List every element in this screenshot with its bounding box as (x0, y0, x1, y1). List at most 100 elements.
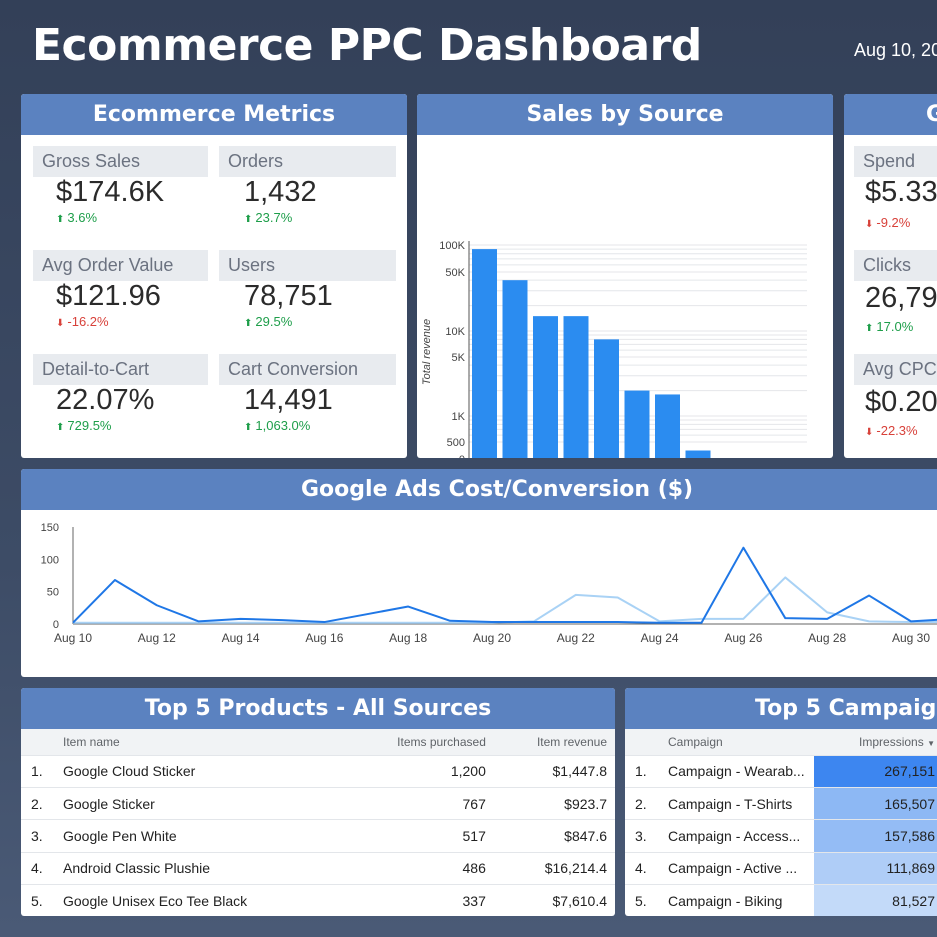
avg-cpc-delta: ⬇ -22.3% (865, 423, 918, 438)
series-line-2[interactable] (73, 576, 937, 624)
table-row[interactable]: 5. Campaign - Biking 81,527 (625, 884, 937, 916)
x-tick-label: Aug 20 (473, 631, 511, 645)
arrow-up-icon: ⬆ (56, 214, 65, 225)
arrow-up-icon: ⬆ (244, 214, 253, 225)
item-name-header[interactable]: Item name (57, 729, 345, 755)
top-campaigns-panel: Top 5 Campaigns Campaign Impressions ▼ 1… (625, 688, 937, 916)
users-value: 78,751 (244, 280, 333, 312)
item-name: Google Unisex Eco Tee Black (57, 884, 345, 916)
item-name: Android Classic Plushie (57, 851, 345, 885)
table-row[interactable]: 1. Google Cloud Sticker 1,200 $1,447.8 (21, 754, 615, 788)
items-purchased-header[interactable]: Items purchased (344, 729, 492, 755)
bar-cross-netw-[interactable] (624, 390, 650, 458)
series-line-1[interactable] (72, 546, 937, 624)
row-index: 1. (625, 754, 662, 788)
arrow-down-icon: ⬇ (865, 427, 874, 438)
bar-email[interactable] (533, 316, 558, 458)
bar-paid-search[interactable] (594, 339, 619, 458)
orders-value: 1,432 (244, 176, 317, 208)
bar-referral[interactable] (563, 316, 589, 458)
x-tick-label: Aug 26 (724, 631, 762, 645)
item-name: Google Pen White (57, 819, 345, 853)
detail-to-cart-delta: ⬆ 729.5% (56, 418, 112, 433)
item-revenue: $847.6 (491, 819, 615, 853)
y-axis-label: Total revenue (421, 319, 433, 385)
bar-direct[interactable] (472, 249, 497, 458)
x-tick-label: Aug 30 (892, 631, 930, 645)
campaign-name: Campaign - Active ... (662, 851, 814, 885)
x-tick-label: Aug 14 (222, 631, 260, 645)
spend-label: Spend (854, 146, 937, 177)
top-products-table: Item name Items purchased Item revenue 1… (21, 729, 615, 916)
y-tick-label: 150 (41, 522, 59, 534)
index-header (625, 729, 662, 755)
campaign-name: Campaign - Wearab... (662, 754, 814, 788)
ecommerce-metrics-title: Ecommerce Metrics (21, 94, 407, 135)
clicks-label: Clicks (854, 250, 937, 281)
row-index: 4. (21, 851, 57, 885)
y-tick-label: 100K (439, 240, 465, 252)
top-products-panel: Top 5 Products - All Sources Item name I… (21, 688, 615, 916)
cart-conversion-delta: ⬆ 1,063.0% (244, 418, 311, 433)
cart-conversion-label: Cart Conversion (219, 354, 396, 385)
gross-sales-delta: ⬆ 3.6% (56, 210, 98, 225)
table-row[interactable]: 5. Google Unisex Eco Tee Black 337 $7,610.4 (21, 884, 615, 916)
impressions-value: 81,527 (814, 884, 937, 916)
row-index: 2. (625, 786, 662, 820)
table-row[interactable]: 3. Campaign - Access... 157,586 (625, 819, 937, 853)
impressions-header[interactable]: Impressions ▼ (814, 729, 937, 755)
x-tick-label: Aug 16 (305, 631, 343, 645)
avg-order-value-label: Avg Order Value (33, 250, 208, 281)
ecommerce-metrics-panel: Ecommerce Metrics Gross Sales $174.6K ⬆ 3… (21, 94, 407, 458)
impressions-value: 157,586 (814, 819, 937, 853)
table-row[interactable]: 1. Campaign - Wearab... 267,151 (625, 754, 937, 788)
top-campaigns-title: Top 5 Campaigns (625, 688, 937, 729)
y-tick-label: 500 (447, 437, 465, 449)
table-row[interactable]: 2. Google Sticker 767 $923.7 (21, 786, 615, 820)
avg-order-value-delta: ⬇ -16.2% (56, 314, 109, 329)
table-header-row: Item name Items purchased Item revenue (21, 729, 615, 755)
orders-delta: ⬆ 23.7% (244, 210, 293, 225)
detail-to-cart-value: 22.07% (56, 384, 155, 416)
orders-label: Orders (219, 146, 396, 177)
table-row[interactable]: 4. Android Classic Plushie 486 $16,214.4 (21, 851, 615, 885)
sales-by-source-panel: Sales by Source 100K 50K 10K 5K 1K 500 0 Total … (417, 94, 833, 458)
y-tick-label: 0 (53, 619, 59, 631)
users-label: Users (219, 250, 396, 281)
sort-down-icon[interactable]: ▼ (927, 738, 935, 748)
cart-conversion-value: 14,491 (244, 384, 333, 416)
campaign-header[interactable]: Campaign (662, 729, 814, 755)
items-purchased: 337 (344, 884, 492, 916)
date-range-picker[interactable]: Aug 10, 20 (854, 40, 937, 60)
table-row[interactable]: 4. Campaign - Active ... 111,869 (625, 851, 937, 885)
impressions-value: 165,507 (814, 786, 937, 820)
bar-organic-so-[interactable] (655, 394, 680, 458)
table-row[interactable]: 3. Google Pen White 517 $847.6 (21, 819, 615, 853)
top-products-title: Top 5 Products - All Sources (21, 688, 615, 729)
sales-by-source-chart: 100K50K10K5K1K5000Total revenueDirectOrg… (421, 240, 807, 459)
item-revenue-header[interactable]: Item revenue (491, 729, 615, 755)
row-index: 3. (21, 819, 57, 853)
row-index: 2. (21, 786, 57, 820)
table-row[interactable]: 2. Campaign - T-Shirts 165,507 (625, 786, 937, 820)
avg-cpc-label: Avg CPC (854, 354, 937, 385)
row-index: 3. (625, 819, 662, 853)
row-index: 5. (625, 884, 662, 916)
cost-conversion-panel: Google Ads Cost/Conversion ($) 150 100 50 0… (21, 469, 937, 677)
y-tick-label: 0 (459, 454, 465, 458)
bar-organic-sh-[interactable] (685, 450, 711, 459)
arrow-down-icon: ⬇ (865, 219, 874, 230)
x-tick-label: Aug 28 (808, 631, 846, 645)
clicks-value: 26,79 (865, 282, 937, 314)
users-delta: ⬆ 29.5% (244, 314, 293, 329)
item-name: Google Cloud Sticker (57, 754, 345, 788)
cost-conversion-title: Google Ads Cost/Conversion ($) (21, 469, 937, 510)
y-tick-label: 50K (445, 267, 465, 279)
bar-organic-se-[interactable] (502, 280, 528, 458)
x-tick-label: Aug 22 (557, 631, 595, 645)
arrow-up-icon: ⬆ (244, 318, 253, 329)
spend-delta: ⬇ -9.2% (865, 215, 911, 230)
dashboard-title: Ecommerce PPC Dashboard (32, 20, 702, 71)
item-name: Google Sticker (57, 786, 345, 820)
